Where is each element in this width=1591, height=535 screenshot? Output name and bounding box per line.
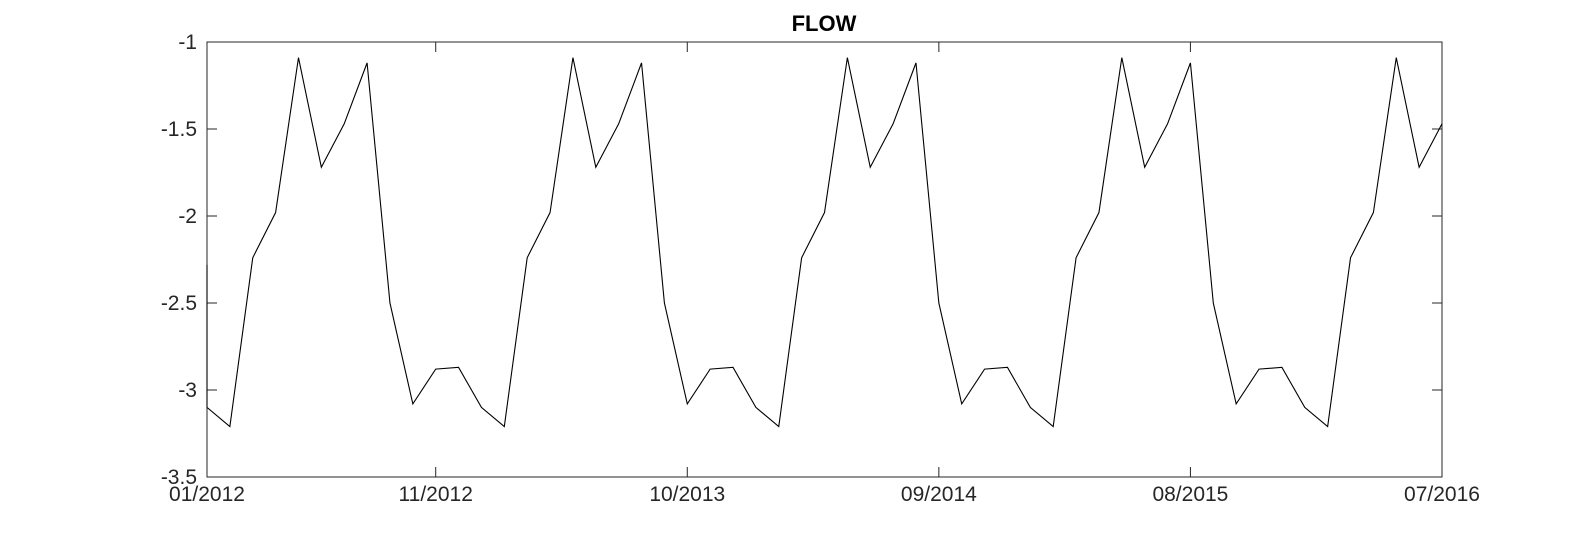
series-layer	[206, 57, 1443, 428]
y-tick-label: -2	[178, 205, 197, 228]
x-tick-label: 10/2013	[649, 483, 725, 506]
y-tick-label: -3.5	[161, 466, 197, 489]
y-tick-label: -3	[178, 379, 197, 402]
y-tick-label: -1	[178, 31, 197, 54]
tick-labels: -1 -1.5 -2 -2.5 -3 -3.501/2012 11/2012 10/2013 0…	[161, 31, 1480, 506]
y-tick-label: -1.5	[161, 118, 197, 141]
plot-area-frame	[206, 41, 1443, 478]
x-tick-label: 07/2016	[1404, 483, 1480, 506]
x-tick-label: 11/2012	[399, 483, 473, 506]
x-tick-label: 09/2014	[901, 483, 977, 506]
y-tick-label: -2.5	[161, 292, 197, 315]
x-tick-label: 08/2015	[1152, 483, 1228, 506]
x-tick-label: 01/2012	[169, 483, 245, 506]
axis-ticks	[206, 41, 1443, 478]
flow-series-line	[206, 57, 1443, 428]
chart-title: FLOW	[792, 11, 857, 36]
